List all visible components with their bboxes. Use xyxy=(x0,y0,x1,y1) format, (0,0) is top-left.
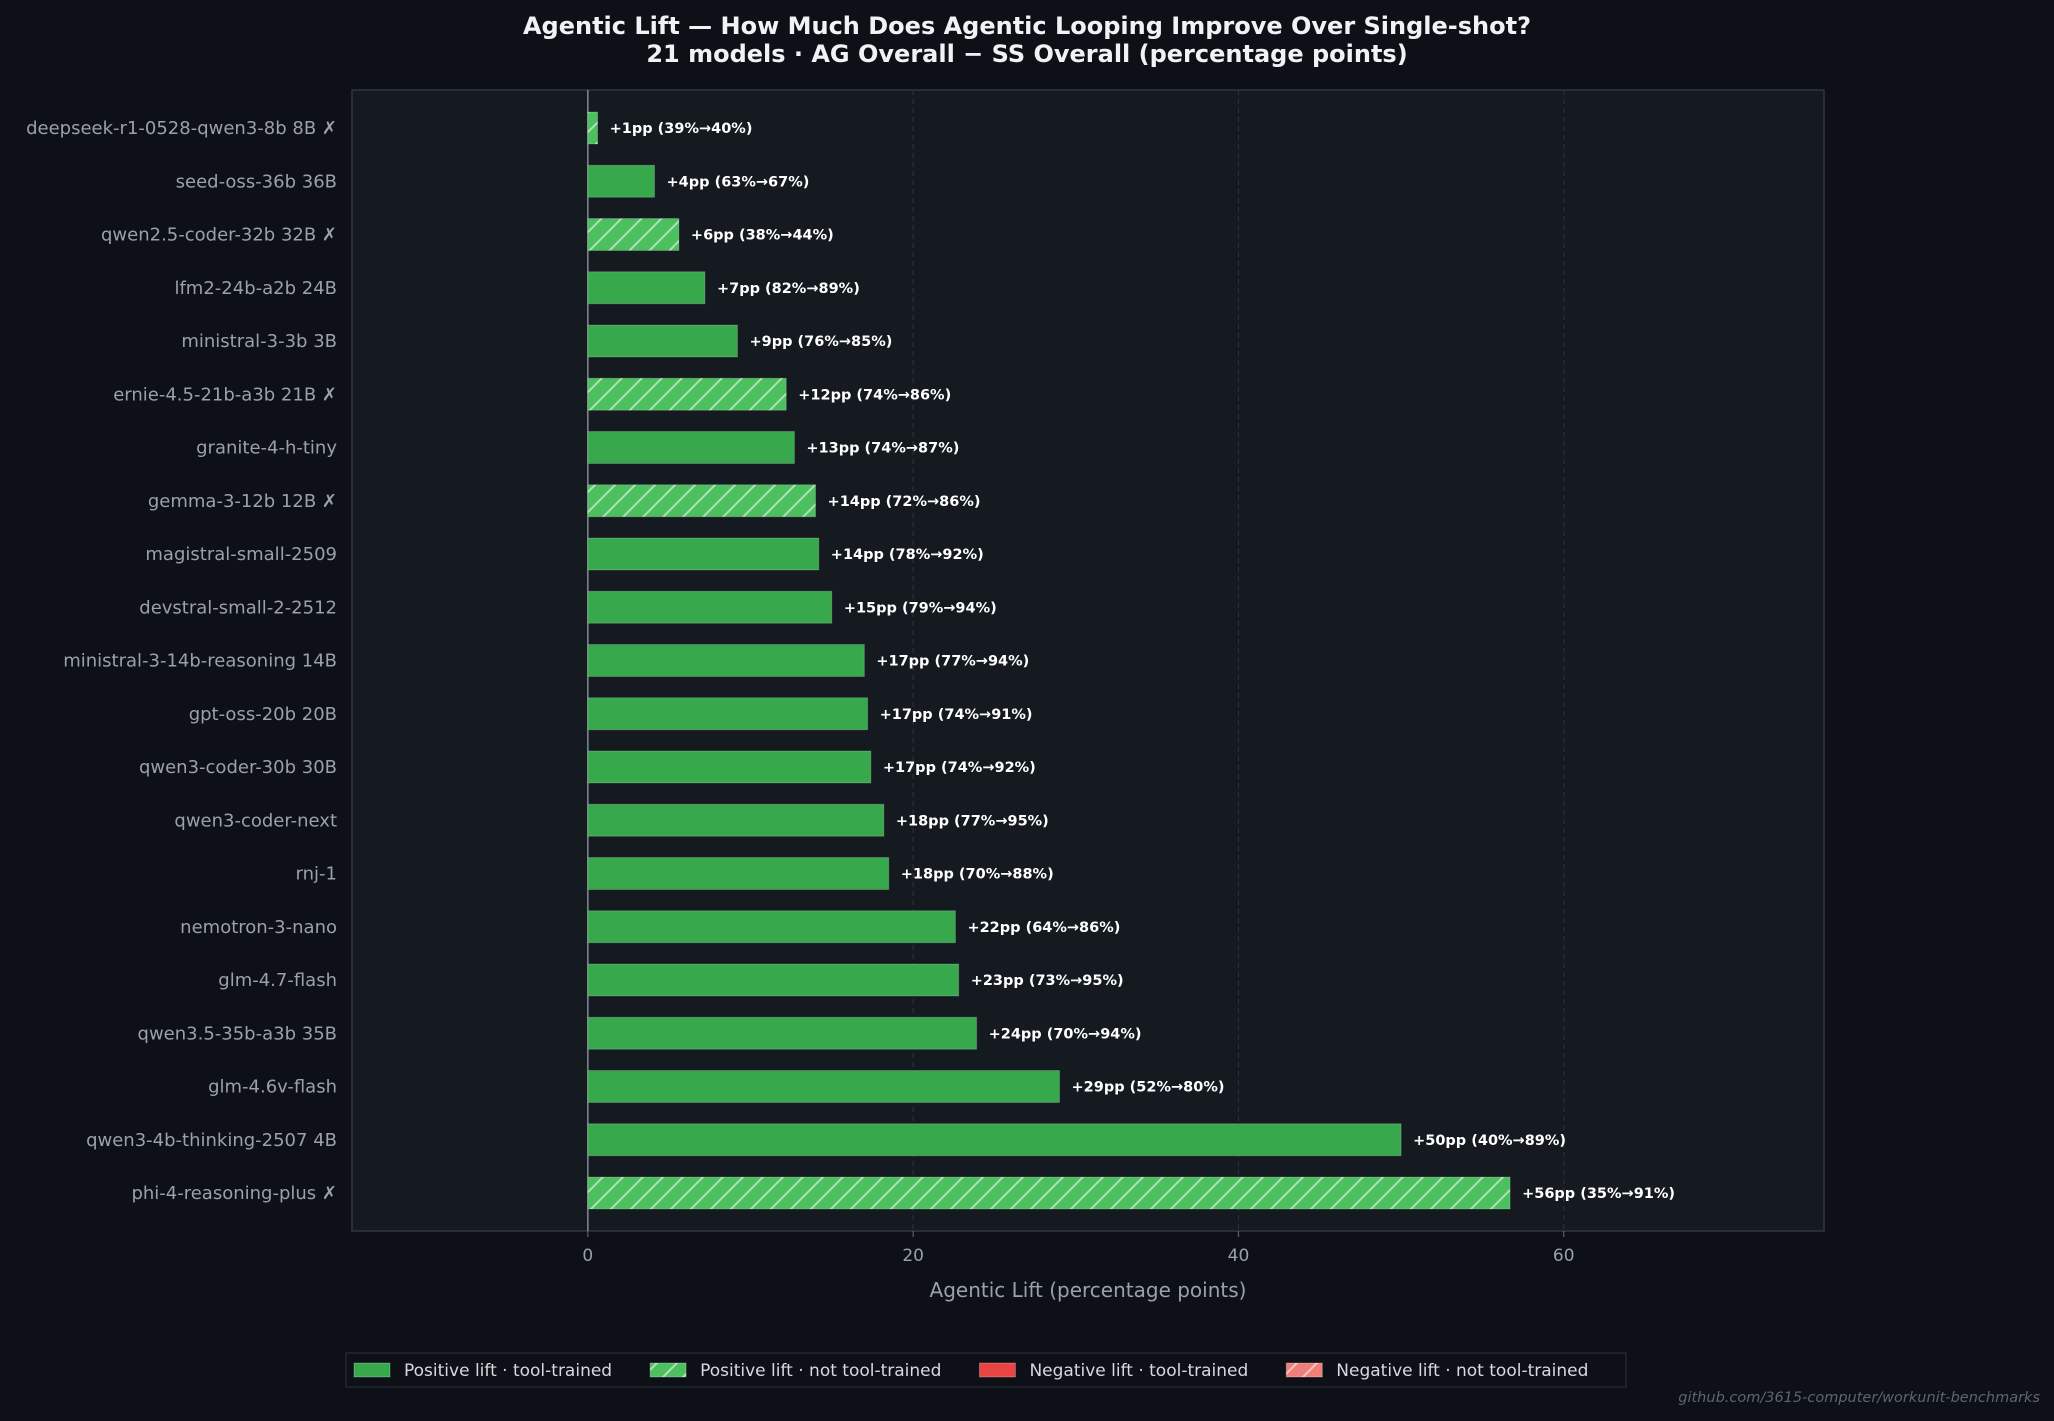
category-label: granite-4-h-tiny xyxy=(196,438,337,459)
data-label: +6pp (38%→44%) xyxy=(691,228,834,244)
bar xyxy=(587,1070,1061,1103)
category-label: phi-4-reasoning-plus ✗ xyxy=(131,1183,337,1204)
x-tick-label: 0 xyxy=(582,1246,593,1266)
bar xyxy=(587,857,890,890)
data-label: +14pp (78%→92%) xyxy=(831,547,984,563)
category-label: glm-4.6v-flash xyxy=(208,1077,337,1098)
data-label: +17pp (74%→92%) xyxy=(883,760,1036,776)
data-label: +56pp (35%→91%) xyxy=(1522,1186,1675,1202)
bar xyxy=(587,271,706,305)
category-label: ministral-3-14b-reasoning 14B xyxy=(63,651,337,672)
data-label: +17pp (77%→94%) xyxy=(876,654,1029,670)
legend-label: Positive lift · tool-trained xyxy=(404,1361,612,1381)
bar xyxy=(587,803,885,837)
category-label: seed-oss-36b 36B xyxy=(176,171,337,192)
chart-title: Agentic Lift — How Much Does Agentic Loo… xyxy=(523,12,1531,40)
data-label: +22pp (64%→86%) xyxy=(967,920,1120,936)
bar xyxy=(587,590,833,624)
bar-hatch xyxy=(587,378,787,411)
legend-label: Negative lift · tool-trained xyxy=(1029,1361,1248,1381)
bar xyxy=(587,537,820,571)
category-labels: deepseek-r1-0528-qwen3-8b 8B ✗ seed-oss-3… xyxy=(26,118,337,1204)
bar xyxy=(587,1123,1402,1157)
x-tick-label: 60 xyxy=(1553,1246,1575,1266)
legend-label: Positive lift · not tool-trained xyxy=(700,1361,941,1381)
bar xyxy=(587,697,869,731)
bar xyxy=(587,910,956,944)
x-tick-label: 20 xyxy=(902,1246,924,1266)
category-label: magistral-small-2509 xyxy=(145,544,337,565)
x-axis-label: Agentic Lift (percentage points) xyxy=(930,1278,1247,1302)
data-label: +29pp (52%→80%) xyxy=(1072,1080,1225,1096)
category-label: qwen3-coder-next xyxy=(174,810,337,831)
legend-swatch-hatch xyxy=(650,1363,687,1377)
data-label: +13pp (74%→87%) xyxy=(806,441,959,457)
category-label: qwen3-coder-30b 30B xyxy=(139,757,337,778)
bar-hatch xyxy=(587,112,598,144)
footer-credit: github.com/3615-computer/workunit-benchm… xyxy=(1678,1390,2040,1406)
bar-hatch xyxy=(587,1177,1511,1209)
category-label: devstral-small-2-2512 xyxy=(139,597,337,618)
bar xyxy=(587,164,656,198)
legend-swatch-hatch xyxy=(1286,1363,1323,1377)
category-label: rnj-1 xyxy=(296,864,337,885)
legend-swatch xyxy=(353,1362,391,1378)
bars xyxy=(587,111,1511,1210)
data-label: +50pp (40%→89%) xyxy=(1413,1133,1566,1149)
bar xyxy=(587,750,872,784)
legend-swatch xyxy=(978,1362,1016,1378)
data-label: +12pp (74%→86%) xyxy=(798,387,951,403)
category-label: glm-4.7-flash xyxy=(218,970,337,991)
x-tick-label: 40 xyxy=(1228,1246,1250,1266)
category-label: ernie-4.5-21b-a3b 21B ✗ xyxy=(113,384,337,405)
bar xyxy=(587,644,865,677)
plot-area xyxy=(351,89,1825,1232)
x-ticks: 0 20 40 60 xyxy=(582,1231,1575,1266)
data-label: +14pp (72%→86%) xyxy=(828,494,981,510)
bar xyxy=(587,431,795,464)
bar-hatch xyxy=(587,484,816,517)
data-label: +18pp (77%→95%) xyxy=(896,813,1049,829)
bar xyxy=(587,1016,978,1050)
data-label: +18pp (70%→88%) xyxy=(901,867,1054,883)
bar xyxy=(587,324,738,358)
value-labels: +1pp (39%→40%) +4pp (63%→67%) +6pp (38%→44… xyxy=(610,121,1675,1202)
data-label: +17pp (74%→91%) xyxy=(880,707,1033,723)
bar xyxy=(587,963,960,997)
category-label: lfm2-24b-a2b 24B xyxy=(174,278,337,299)
category-label: qwen2.5-coder-32b 32B ✗ xyxy=(101,225,337,246)
data-label: +9pp (76%→85%) xyxy=(749,334,892,350)
legend: Positive lift · tool-trained Positive lif… xyxy=(345,1352,1627,1388)
chart-subtitle: 21 models · AG Overall − SS Overall (per… xyxy=(646,40,1407,68)
category-label: qwen3-4b-thinking-2507 4B xyxy=(86,1130,337,1151)
data-label: +15pp (79%→94%) xyxy=(844,600,997,616)
category-label: deepseek-r1-0528-qwen3-8b 8B ✗ xyxy=(26,118,337,139)
data-label: +1pp (39%→40%) xyxy=(610,121,753,137)
data-label: +23pp (73%→95%) xyxy=(971,973,1124,989)
data-label: +4pp (63%→67%) xyxy=(667,174,810,190)
category-label: gemma-3-12b 12B ✗ xyxy=(148,491,337,512)
category-label: nemotron-3-nano xyxy=(180,917,337,938)
data-label: +7pp (82%→89%) xyxy=(717,281,860,297)
category-label: qwen3.5-35b-a3b 35B xyxy=(138,1023,337,1044)
category-label: ministral-3-3b 3B xyxy=(181,331,337,352)
bar-hatch xyxy=(587,218,679,251)
category-label: gpt-oss-20b 20B xyxy=(189,704,337,725)
data-label: +24pp (70%→94%) xyxy=(989,1026,1142,1042)
legend-label: Negative lift · not tool-trained xyxy=(1336,1361,1588,1381)
grid-lines xyxy=(912,90,1565,1231)
